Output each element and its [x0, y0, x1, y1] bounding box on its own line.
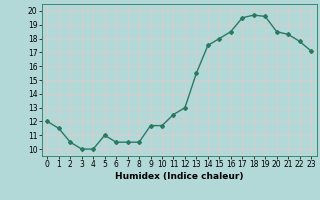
X-axis label: Humidex (Indice chaleur): Humidex (Indice chaleur) [115, 172, 244, 181]
